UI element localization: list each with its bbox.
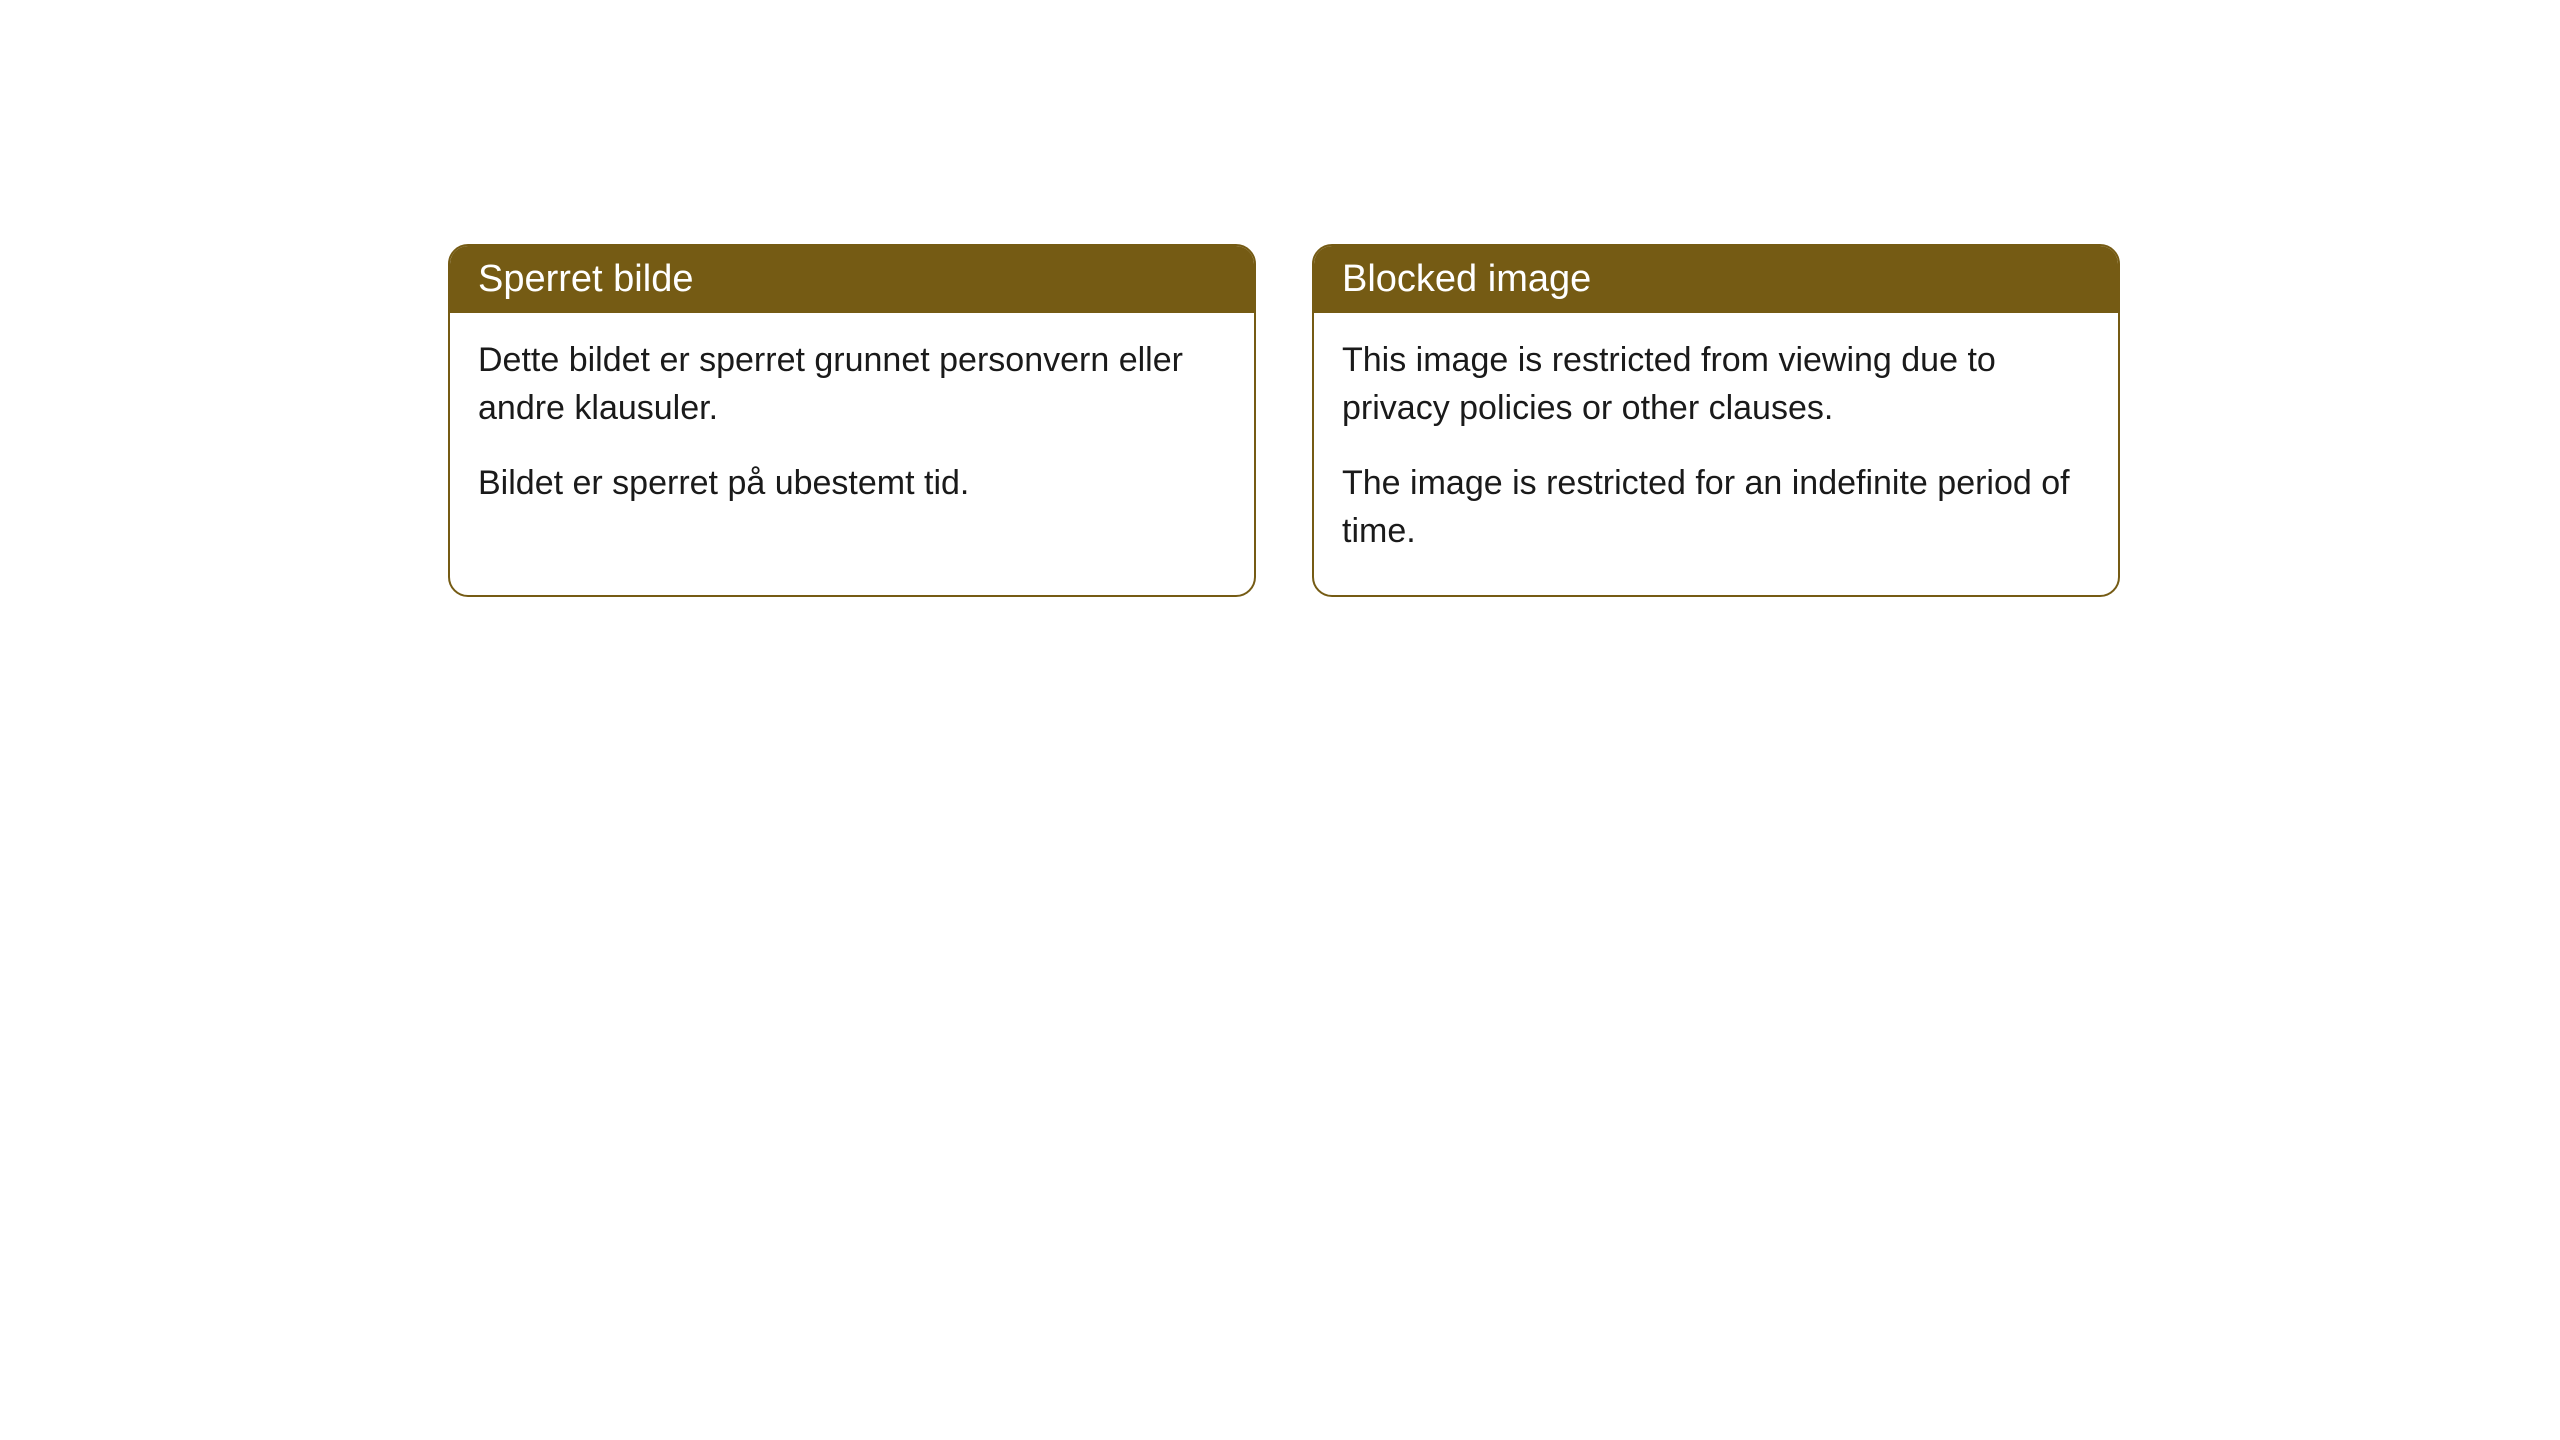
card-title: Blocked image <box>1342 258 1591 300</box>
card-body: Dette bildet er sperret grunnet personve… <box>450 313 1254 548</box>
card-header: Sperret bilde <box>450 246 1254 313</box>
notice-card-english: Blocked image This image is restricted f… <box>1312 244 2120 597</box>
notice-card-norwegian: Sperret bilde Dette bildet er sperret gr… <box>448 244 1256 597</box>
card-paragraph: The image is restricted for an indefinit… <box>1342 460 2090 555</box>
card-paragraph: Bildet er sperret på ubestemt tid. <box>478 460 1226 508</box>
card-body: This image is restricted from viewing du… <box>1314 313 2118 595</box>
card-paragraph: Dette bildet er sperret grunnet personve… <box>478 337 1226 432</box>
card-title: Sperret bilde <box>478 258 693 300</box>
card-paragraph: This image is restricted from viewing du… <box>1342 337 2090 432</box>
notice-cards-container: Sperret bilde Dette bildet er sperret gr… <box>448 244 2120 597</box>
card-header: Blocked image <box>1314 246 2118 313</box>
